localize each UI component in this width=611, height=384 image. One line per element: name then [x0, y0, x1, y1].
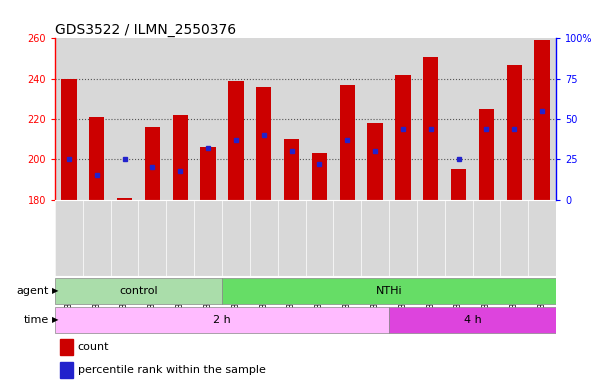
Text: NTHi: NTHi [376, 286, 402, 296]
Text: agent: agent [16, 286, 49, 296]
Bar [145, 127, 160, 200]
Text: count: count [78, 342, 109, 352]
Bar [451, 169, 466, 200]
Bar [200, 147, 216, 200]
Bar [60, 362, 73, 378]
Bar [312, 153, 327, 200]
Bar [117, 198, 132, 200]
Bar [423, 56, 439, 200]
Bar [479, 109, 494, 200]
Bar [229, 81, 244, 200]
Bar [55, 278, 222, 304]
Text: 2 h: 2 h [213, 314, 231, 325]
Bar [172, 115, 188, 200]
Bar [61, 79, 76, 200]
Text: GDS3522 / ILMN_2550376: GDS3522 / ILMN_2550376 [55, 23, 236, 37]
Bar [284, 139, 299, 200]
Text: ▶: ▶ [52, 315, 59, 324]
Text: 4 h: 4 h [464, 314, 481, 325]
Bar [340, 85, 355, 200]
Bar [60, 339, 73, 355]
Text: percentile rank within the sample: percentile rank within the sample [78, 365, 265, 375]
Text: control: control [119, 286, 158, 296]
Bar [535, 40, 550, 200]
Bar [389, 307, 556, 333]
Bar [507, 65, 522, 200]
Bar [367, 123, 382, 200]
Bar [89, 117, 104, 200]
Bar [222, 278, 556, 304]
Bar [55, 307, 389, 333]
Text: time: time [24, 314, 49, 325]
Text: ▶: ▶ [52, 286, 59, 295]
Bar [395, 74, 411, 200]
Bar [256, 87, 271, 200]
